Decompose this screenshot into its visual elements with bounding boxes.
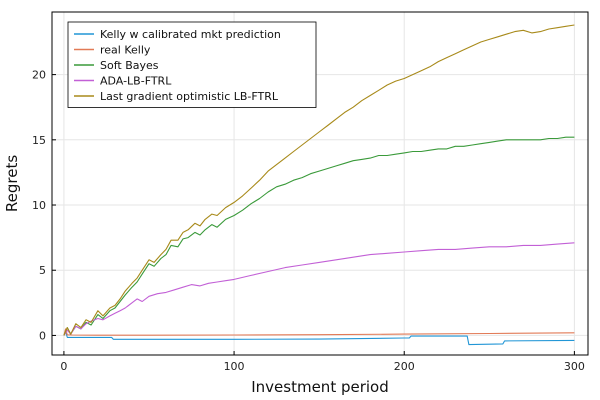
legend-entry: real Kelly xyxy=(100,44,151,57)
x-tick-label: 300 xyxy=(564,360,585,373)
y-tick-label: 0 xyxy=(39,329,46,342)
legend-entry: Last gradient optimistic LB-FTRL xyxy=(100,90,279,103)
y-tick-label: 10 xyxy=(32,199,46,212)
x-tick-label: 200 xyxy=(394,360,415,373)
series-line-4 xyxy=(63,242,575,336)
legend: Kelly w calibrated mkt prediction real Ke… xyxy=(67,21,317,108)
legend-entry: Soft Bayes xyxy=(100,59,159,72)
legend-entry: Kelly w calibrated mkt prediction xyxy=(100,28,281,41)
y-tick-label: 15 xyxy=(32,134,46,147)
series-lines xyxy=(63,24,575,346)
series-line-2 xyxy=(63,328,575,336)
x-axis-label: Investment period xyxy=(251,378,389,396)
series-line-3 xyxy=(63,136,575,336)
plot-frame xyxy=(51,11,589,356)
y-axis-label: Regrets xyxy=(3,155,21,212)
axis-ticks: 0 100 200 300 0 5 10 15 20 xyxy=(32,69,585,373)
series-line-1 xyxy=(63,330,575,346)
legend-box xyxy=(67,21,317,108)
x-tick-label: 100 xyxy=(224,360,245,373)
y-tick-label: 20 xyxy=(32,69,46,82)
series-line-5 xyxy=(63,24,575,336)
legend-entry: ADA-LB-FTRL xyxy=(100,75,172,88)
x-tick-label: 0 xyxy=(60,360,67,373)
y-tick-label: 5 xyxy=(39,264,46,277)
